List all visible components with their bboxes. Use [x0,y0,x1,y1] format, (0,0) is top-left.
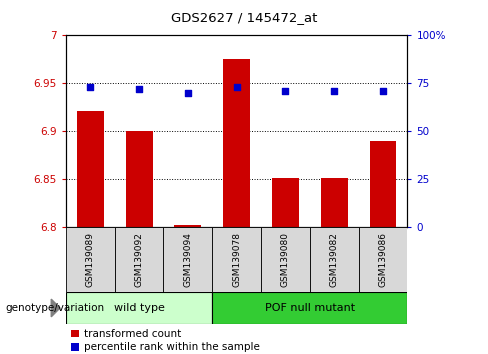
Bar [212,292,407,324]
Bar [310,227,359,292]
Text: GSM139092: GSM139092 [135,232,143,287]
Bar [321,178,347,227]
Point [135,86,143,92]
Bar [212,227,261,292]
Bar [359,227,407,292]
Bar [224,59,250,227]
Bar [163,227,212,292]
Bar [369,141,396,227]
Point [233,84,241,90]
Bar [126,131,152,227]
Text: GSM139080: GSM139080 [281,232,290,287]
Bar [77,111,104,227]
Text: GSM139086: GSM139086 [379,232,387,287]
Text: POF null mutant: POF null mutant [265,303,355,313]
Bar [115,227,163,292]
Text: wild type: wild type [114,303,164,313]
Bar [66,292,212,324]
Bar [66,227,115,292]
Point [86,84,94,90]
Point [330,88,338,94]
Point [379,88,387,94]
Text: GSM139089: GSM139089 [86,232,95,287]
Point [282,88,289,94]
Bar [261,227,310,292]
Polygon shape [51,299,60,317]
Point [184,90,192,96]
Text: GSM139094: GSM139094 [183,232,192,287]
Text: GSM139082: GSM139082 [330,232,339,287]
Text: GDS2627 / 145472_at: GDS2627 / 145472_at [171,11,317,24]
Legend: transformed count, percentile rank within the sample: transformed count, percentile rank withi… [71,329,260,352]
Text: genotype/variation: genotype/variation [5,303,104,313]
Text: GSM139078: GSM139078 [232,232,241,287]
Bar [175,225,201,227]
Bar [272,178,299,227]
